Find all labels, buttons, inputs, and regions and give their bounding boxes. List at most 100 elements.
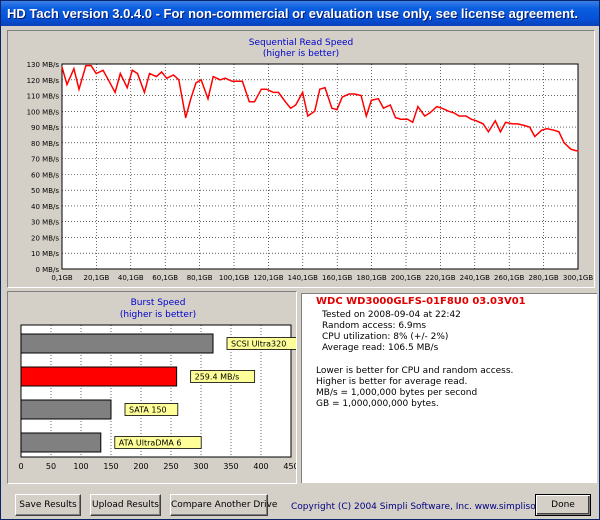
sequential-x-tick-label: 0,1GB [51, 274, 73, 282]
sequential-data-point [136, 72, 139, 75]
note-mbs-definition: MB/s = 1,000,000 bytes per second [316, 388, 478, 398]
sequential-data-point [499, 131, 502, 133]
sequential-data-point [324, 87, 326, 89]
sequential-y-tick-label: 80 MB/s [31, 140, 59, 148]
sequential-data-point [307, 115, 309, 117]
burst-x-tick-label: 400 [253, 462, 268, 471]
sequential-data-point [119, 72, 121, 75]
sequential-data-point [504, 121, 507, 123]
burst-x-tick-label: 250 [163, 462, 178, 471]
sequential-y-tick-label: 130 MB/s [27, 61, 60, 69]
sequential-x-tick-label: 260,1GB [494, 274, 524, 282]
sequential-data-point [406, 118, 409, 120]
sequential-x-tick-label: 140,1GB [288, 274, 318, 282]
sequential-data-point [412, 121, 414, 123]
sequential-data-point [126, 87, 128, 89]
burst-x-tick-label: 200 [133, 462, 148, 471]
sequential-x-tick-label: 100,1GB [219, 274, 249, 282]
sequential-data-point [541, 129, 543, 131]
sequential-data-point [558, 131, 560, 133]
burst-bar-label: SCSI Ultra320 [231, 340, 286, 349]
sequential-data-point [248, 101, 250, 103]
sequential-x-tick-label: 60,1GB [152, 274, 178, 282]
sequential-data-point [148, 72, 151, 75]
sequential-data-point [494, 120, 496, 122]
sequential-chart-panel: Sequential Read Speed (higher is better)… [7, 30, 595, 288]
cpu-utilization: CPU utilization: 8% (+/- 2%) [322, 332, 449, 342]
sequential-data-point [289, 107, 292, 109]
sequential-data-point [511, 123, 514, 125]
burst-bar [20, 432, 102, 453]
sequential-x-tick-label: 120,1GB [253, 274, 283, 282]
sequential-data-point [429, 112, 431, 114]
sequential-data-point [295, 104, 297, 106]
sequential-data-point [219, 79, 221, 81]
copyright-text: Copyright (C) 2004 Simpli Software, Inc.… [291, 502, 587, 512]
sequential-data-point [331, 107, 333, 109]
sequential-data-point [61, 66, 63, 68]
sequential-data-point [458, 115, 460, 117]
save-results-button[interactable]: Save Results [15, 494, 81, 516]
sequential-data-point [441, 107, 443, 109]
sequential-y-tick-label: 50 MB/s [31, 187, 59, 195]
done-button[interactable]: Done [535, 494, 591, 516]
sequential-data-point [389, 104, 391, 106]
sequential-data-point [253, 101, 256, 103]
sequential-data-point [166, 77, 168, 79]
sequential-data-point [102, 69, 104, 71]
sequential-data-point [314, 110, 316, 112]
burst-bar [20, 366, 178, 387]
average-read: Average read: 106.5 MB/s [322, 343, 439, 353]
sequential-data-point [173, 74, 175, 76]
random-access: Random access: 6.9ms [322, 321, 427, 331]
sequential-x-tick-label: 160,1GB [322, 274, 352, 282]
sequential-data-point [260, 88, 262, 90]
burst-bar [20, 399, 112, 420]
sequential-x-tick-label: 180,1GB [356, 274, 386, 282]
sequential-x-tick-label: 20,1GB [83, 274, 109, 282]
sequential-data-point [336, 109, 338, 111]
burst-chart-panel: Burst Speed (higher is better) SCSI Ultr… [7, 291, 297, 484]
sequential-data-point [546, 128, 548, 130]
sequential-data-point [448, 110, 450, 112]
sequential-data-point [277, 91, 280, 93]
sequential-data-point [394, 117, 397, 119]
compare-another-drive-button[interactable]: Compare Another Drive [170, 494, 277, 516]
sequential-y-tick-label: 120 MB/s [27, 77, 60, 85]
sequential-data-point [231, 80, 233, 82]
sequential-data-point [360, 94, 362, 97]
sequential-data-point [114, 91, 116, 93]
sequential-data-point [224, 77, 226, 79]
sequential-data-point [470, 118, 472, 120]
upload-results-button[interactable]: Upload Results [90, 494, 161, 516]
burst-speed-chart: Burst Speed (higher is better) SCSI Ultr… [18, 298, 296, 471]
burst-x-tick-label: 150 [103, 462, 118, 471]
burst-x-tick-label: 350 [223, 462, 238, 471]
burst-x-tick-label: 450 [283, 462, 296, 471]
sequential-read-line [61, 64, 578, 152]
sequential-data-point [78, 88, 80, 90]
sequential-data-point [178, 79, 180, 81]
sequential-data-point [382, 107, 385, 109]
sequential-data-point [341, 96, 343, 98]
burst-x-tick-label: 0 [18, 462, 23, 471]
burst-bar-label: 259.4 MB/s [195, 373, 240, 382]
burst-x-tick-label: 50 [46, 462, 56, 471]
sequential-data-point [575, 150, 577, 152]
sequential-y-tick-label: 110 MB/s [27, 93, 60, 101]
sequential-data-point [482, 123, 484, 125]
sequential-read-chart: Sequential Read Speed (higher is better)… [27, 38, 594, 282]
sequential-data-point [66, 83, 68, 86]
burst-bar-label: SATA 150 [129, 406, 167, 415]
sequential-data-point [90, 64, 92, 67]
sequential-x-tick-label: 240,1GB [460, 274, 490, 282]
sequential-data-point [236, 80, 238, 82]
note-lower-better: Lower is better for CPU and random acces… [316, 366, 514, 376]
sequential-data-point [365, 115, 367, 117]
sequential-data-point [436, 105, 438, 108]
burst-bar-label-box [190, 370, 256, 383]
sequential-data-point [570, 148, 572, 150]
sequential-data-point [73, 68, 75, 70]
sequential-x-tick-label: 300,1GB [563, 274, 593, 282]
sequential-data-point [353, 93, 355, 95]
